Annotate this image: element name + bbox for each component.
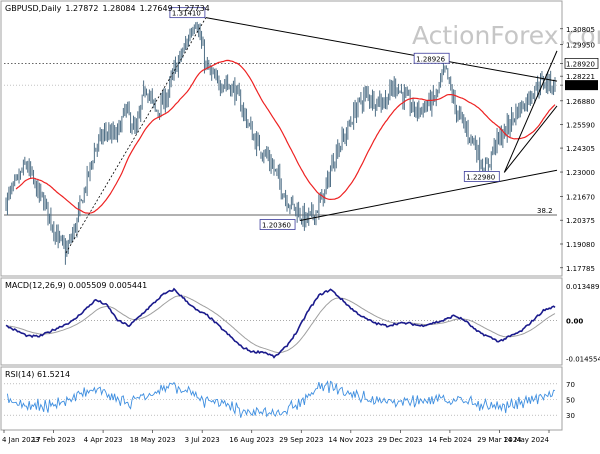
date-tick-label: 18 May 2023: [130, 436, 176, 444]
date-tick-label: 14 Nov 2023: [328, 436, 373, 444]
date-tick-label: 4 Jan 2023: [2, 436, 40, 444]
rsi-tick-label: 70: [566, 381, 575, 389]
pivot-label-box: [463, 171, 500, 182]
symbol-label: GBPUSD: [5, 4, 39, 13]
rsi-tick-label: 50: [566, 397, 575, 405]
high-value: 1.28084: [103, 4, 136, 13]
price-tick-label: 1.24305: [566, 145, 595, 153]
low-value: 1.27649: [140, 4, 173, 13]
channel-upper-line: [503, 50, 558, 173]
pivot-label-2: 1.20360: [262, 221, 291, 229]
dashed-trendline: [65, 17, 207, 254]
moving-average-line: [15, 59, 556, 214]
level-price-box: [564, 58, 599, 69]
overlay-lines: [5, 17, 558, 418]
date-tick-label: 17 Feb 2023: [32, 436, 76, 444]
rsi-header: RSI(14) 61.5214: [5, 370, 70, 379]
price-tick-label: 1.21670: [566, 193, 595, 201]
pivot-label-0: 1.31410: [172, 10, 201, 18]
price-tick-label: 1.25590: [566, 121, 595, 129]
price-tick-label: 1.29950: [566, 41, 595, 49]
price-tick-label: 1.23000: [566, 169, 595, 177]
price-tick-label: 1.28920: [566, 60, 595, 68]
price-tick-label: 1.28221: [566, 73, 595, 81]
price-tick-label: 1.26880: [566, 98, 595, 106]
date-tick-label: 14 May 2024: [503, 436, 549, 444]
current-price-box: [565, 80, 598, 91]
date-tick-label: 4 Apr 2023: [84, 436, 123, 444]
lower-trendline: [299, 169, 558, 221]
timeframe-label: Daily: [41, 4, 62, 13]
date-tick-label: 29 Mar 2024: [477, 436, 522, 444]
macd-line: [5, 287, 556, 359]
upper-trendline: [205, 17, 558, 82]
watermark: ActionForex.com: [412, 21, 600, 50]
date-tick-label: 29 Sep 2023: [279, 436, 323, 444]
macd-tick-label: 0.00: [566, 318, 583, 326]
macd-header: MACD(12,26,9) 0.005509 0.005441: [5, 281, 147, 290]
price-tick-label: 1.30805: [566, 26, 595, 34]
pivot-label-box: [169, 7, 206, 19]
annotation-layer: 1.31410 1.28926 1.20360 1.22980 38.2: [169, 7, 553, 230]
rsi-panel: [0, 366, 563, 431]
date-tick-label: 3 Jul 2023: [185, 436, 220, 444]
macd-tick-label: -0.014554: [566, 356, 600, 364]
date-tick-label: 16 Aug 2023: [229, 436, 274, 444]
macd-tick-label: 0.013489: [566, 283, 599, 291]
date-tick-label: 14 Feb 2024: [428, 436, 472, 444]
date-tick-label: 29 Dec 2023: [378, 436, 423, 444]
price-tick-label: 1.17785: [566, 265, 595, 273]
pivot-label-box: [413, 52, 450, 64]
price-header: GBPUSD,Daily 1.27872 1.28084 1.27649 1.27734: [5, 4, 210, 13]
rsi-line: [6, 380, 556, 418]
open-value: 1.27872: [65, 4, 98, 13]
price-tick-label: 1.27734: [566, 82, 595, 90]
pivot-label-1: 1.28926: [416, 55, 445, 63]
channel-lower-line: [503, 105, 558, 173]
grid-layer: [4, 62, 557, 416]
pivot-label-box: [259, 219, 296, 230]
price-tick-label: 1.20375: [566, 217, 595, 225]
close-value: 1.27734: [177, 4, 210, 13]
pivot-label-3: 1.22980: [466, 173, 495, 181]
price-tick-label: 1.19080: [566, 241, 595, 249]
fib-label: 38.2: [537, 207, 553, 215]
rsi-tick-label: 30: [566, 412, 575, 420]
